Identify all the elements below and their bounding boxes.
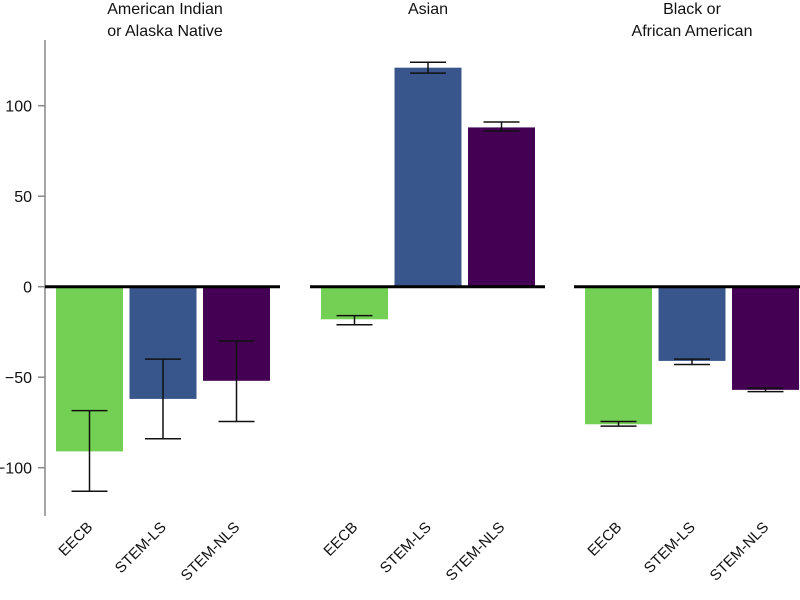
x-tick-label: STEM-LS bbox=[377, 519, 435, 577]
x-tick-label: STEM-NLS bbox=[178, 519, 244, 585]
bar-stem-ls bbox=[658, 286, 726, 361]
x-tick-label: STEM-NLS bbox=[707, 519, 773, 585]
x-tick-label: STEM-LS bbox=[112, 519, 170, 577]
panel-title: American Indian bbox=[107, 1, 223, 18]
y-tick-label: 0 bbox=[23, 280, 32, 297]
bar-stem-ls bbox=[394, 67, 462, 287]
x-tick-label: EECB bbox=[584, 519, 625, 560]
bar-eecb bbox=[585, 286, 652, 425]
bar-stem-nls bbox=[468, 127, 535, 287]
y-tick-label: −100 bbox=[0, 461, 32, 478]
panel-title: Asian bbox=[408, 1, 448, 18]
x-tick-label: EECB bbox=[320, 519, 361, 560]
bar-eecb bbox=[321, 286, 388, 320]
panel-title: Black or bbox=[663, 1, 721, 18]
y-tick-label: 100 bbox=[5, 99, 32, 116]
bar-stem-nls bbox=[732, 286, 799, 390]
x-tick-label: STEM-LS bbox=[641, 519, 699, 577]
y-tick-label: −50 bbox=[5, 370, 32, 387]
x-tick-label: STEM-NLS bbox=[443, 519, 509, 585]
panel-title: African American bbox=[632, 23, 753, 40]
panel-title: or Alaska Native bbox=[107, 23, 223, 40]
x-tick-label: EECB bbox=[55, 519, 96, 560]
y-tick-label: 50 bbox=[14, 189, 32, 206]
